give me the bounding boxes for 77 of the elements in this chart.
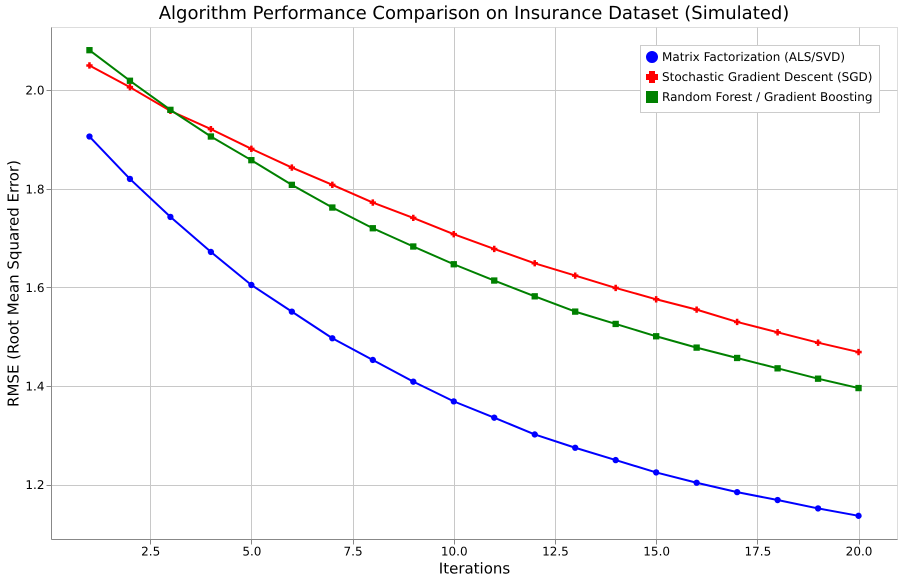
point — [450, 398, 457, 405]
point — [248, 146, 255, 152]
point — [814, 505, 822, 512]
point — [167, 214, 174, 220]
point — [774, 365, 781, 372]
point — [248, 157, 255, 164]
point — [652, 333, 660, 340]
y-axis-title: RMSE (Root Mean Squared Error) — [4, 160, 22, 407]
point — [652, 296, 660, 302]
point — [208, 126, 214, 132]
point — [86, 133, 93, 140]
point — [329, 335, 336, 342]
y-tick-label: 1.6 — [25, 280, 44, 295]
x-tick-label: 20.0 — [846, 544, 872, 558]
legend-label: Matrix Factorization (ALS/SVD) — [662, 50, 846, 64]
point — [612, 320, 619, 328]
point — [855, 512, 862, 519]
point — [491, 246, 498, 252]
point — [572, 308, 578, 315]
point — [329, 182, 336, 188]
point — [450, 231, 457, 238]
point — [532, 431, 538, 438]
point — [652, 469, 660, 476]
chart-title: Algorithm Performance Comparison on Insurance Dataset (Simulated) — [158, 3, 790, 24]
point — [288, 164, 296, 171]
x-axis-title: Iterations — [438, 560, 510, 578]
x-tick-label: 17.5 — [744, 544, 772, 558]
x-tick-label: 10.0 — [440, 544, 468, 558]
point — [612, 456, 619, 464]
point — [410, 243, 416, 250]
point — [532, 293, 538, 300]
x-tick-label: 7.5 — [344, 544, 363, 558]
point — [855, 348, 862, 356]
point — [208, 248, 214, 256]
point — [734, 318, 740, 326]
point — [532, 260, 538, 266]
point — [612, 284, 619, 292]
point — [693, 306, 700, 313]
point — [370, 356, 376, 364]
point — [855, 384, 862, 392]
point — [248, 282, 255, 288]
point — [208, 133, 214, 140]
point — [734, 488, 740, 496]
point — [491, 277, 498, 284]
y-tick-label: 1.2 — [25, 478, 44, 492]
point — [693, 344, 700, 351]
point — [814, 376, 822, 382]
point — [329, 204, 336, 211]
point — [126, 84, 134, 90]
point — [410, 214, 416, 222]
point — [572, 272, 578, 279]
y-tick-label: 2.0 — [25, 84, 44, 98]
point — [126, 78, 134, 84]
legend-label: Random Forest / Gradient Boosting — [662, 90, 872, 104]
point — [450, 261, 457, 268]
point — [370, 199, 376, 206]
point — [693, 480, 700, 486]
point — [774, 496, 781, 504]
point — [572, 444, 578, 451]
point — [86, 47, 93, 54]
point — [126, 176, 134, 182]
point — [370, 225, 376, 232]
point — [491, 414, 498, 421]
point — [410, 378, 416, 385]
point — [86, 62, 93, 69]
x-tick-label: 15.0 — [643, 544, 670, 558]
point — [288, 182, 296, 188]
point — [774, 329, 781, 336]
point — [288, 308, 296, 315]
point — [734, 354, 740, 362]
x-tick-label: 2.5 — [141, 544, 160, 558]
point — [814, 340, 822, 346]
y-tick-label: 1.4 — [25, 380, 44, 394]
legend-label: Stochastic Gradient Descent (SGD) — [662, 70, 872, 84]
x-tick-label: 5.0 — [242, 544, 262, 558]
y-tick-label: 1.8 — [25, 182, 44, 196]
x-tick-label: 12.5 — [542, 544, 569, 558]
